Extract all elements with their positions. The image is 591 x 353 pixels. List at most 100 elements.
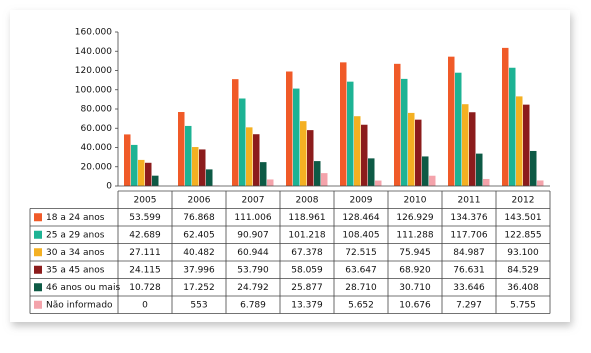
bar — [286, 71, 293, 186]
table-cell: 75.945 — [399, 248, 431, 258]
bar — [239, 98, 246, 186]
legend-swatch — [34, 248, 42, 257]
y-tick-label: 80.000 — [81, 105, 113, 115]
table-cell: 36.408 — [507, 283, 539, 293]
table-cell: 90.907 — [237, 230, 269, 240]
table-cell: 6.789 — [240, 300, 266, 310]
bar — [516, 96, 523, 186]
bar — [131, 144, 138, 186]
legend-swatch — [34, 230, 42, 239]
bar — [246, 127, 253, 186]
bar — [260, 162, 267, 186]
table-cell: 128.464 — [342, 213, 379, 223]
legend-label: 35 a 45 anos — [46, 265, 105, 275]
table-cell: 10.676 — [399, 300, 431, 310]
table-cell: 24.115 — [129, 265, 161, 275]
x-tick-label: 2006 — [188, 195, 211, 205]
table-cell: 33.646 — [453, 283, 485, 293]
table-cell: 111.006 — [234, 213, 271, 223]
bar — [502, 47, 509, 187]
bar — [530, 150, 537, 186]
legend-swatch — [34, 213, 42, 222]
bar — [375, 180, 382, 186]
table-cell: 68.920 — [399, 265, 431, 275]
x-tick-label: 2008 — [296, 195, 319, 205]
bar — [293, 88, 300, 186]
table-cell: 143.501 — [504, 213, 541, 223]
bar — [422, 156, 429, 186]
bar — [483, 178, 490, 186]
legend-label: 18 a 24 anos — [46, 213, 105, 223]
table-cell: 27.111 — [129, 248, 161, 258]
bar — [199, 149, 206, 186]
bar — [462, 104, 469, 186]
table-cell: 134.376 — [450, 213, 487, 223]
table-cell: 122.855 — [504, 230, 541, 240]
table-cell: 40.482 — [183, 248, 215, 258]
bar — [138, 159, 145, 186]
bar — [368, 158, 375, 186]
table-cell: 53.790 — [237, 265, 269, 275]
bar — [537, 180, 544, 186]
bar — [314, 161, 321, 186]
table-cell: 84.987 — [453, 248, 485, 258]
table-cell: 63.647 — [345, 265, 377, 275]
y-tick-label: 0 — [106, 182, 112, 192]
table-cell: 76.631 — [453, 265, 485, 275]
table-cell: 58.059 — [291, 265, 323, 275]
table-cell: 72.515 — [345, 248, 377, 258]
y-tick-label: 100.000 — [75, 85, 112, 95]
bar — [401, 78, 408, 186]
bar — [448, 56, 455, 186]
bar — [300, 121, 307, 186]
bar — [523, 104, 530, 186]
table-cell: 117.706 — [450, 230, 487, 240]
table-cell: 126.929 — [396, 213, 433, 223]
bar — [267, 179, 274, 186]
x-tick-label: 2010 — [404, 195, 427, 205]
table-cell: 0 — [142, 300, 148, 310]
x-tick-label: 2012 — [512, 195, 535, 205]
x-tick-label: 2009 — [350, 195, 373, 205]
bar — [429, 175, 436, 186]
table-cell: 37.996 — [183, 265, 215, 275]
bar — [192, 147, 199, 186]
x-tick-label: 2005 — [134, 195, 157, 205]
bar — [185, 125, 192, 186]
table-cell: 13.379 — [291, 300, 323, 310]
bar — [124, 134, 131, 186]
table-cell: 28.710 — [345, 283, 377, 293]
bar — [152, 175, 159, 186]
bar — [321, 173, 328, 186]
table-cell: 10.728 — [129, 283, 161, 293]
table-cell: 118.961 — [288, 213, 325, 223]
table-cell: 25.877 — [291, 283, 323, 293]
bar — [455, 72, 462, 186]
table-cell: 108.405 — [342, 230, 379, 240]
legend-label: Não informado — [46, 300, 113, 310]
table-cell: 7.297 — [456, 300, 482, 310]
legend-swatch — [34, 300, 42, 309]
bar — [476, 153, 483, 186]
bar — [509, 67, 516, 186]
y-tick-label: 40.000 — [81, 143, 113, 153]
legend-label: 25 a 29 anos — [46, 230, 105, 240]
table-cell: 5.652 — [348, 300, 374, 310]
bar — [361, 124, 368, 186]
table-cell: 553 — [190, 300, 207, 310]
legend-swatch — [34, 283, 42, 292]
table-cell: 53.599 — [129, 213, 161, 223]
bar — [354, 116, 361, 186]
bar — [145, 162, 152, 186]
table-cell: 62.405 — [183, 230, 215, 240]
table-cell: 84.529 — [507, 265, 539, 275]
bar — [307, 130, 314, 186]
table-cell: 93.100 — [507, 248, 539, 258]
table-cell: 42.689 — [129, 230, 161, 240]
bar — [469, 112, 476, 186]
table-cell: 60.944 — [237, 248, 269, 258]
bar — [178, 112, 185, 186]
x-tick-label: 2011 — [458, 195, 481, 205]
legend-swatch — [34, 265, 42, 274]
